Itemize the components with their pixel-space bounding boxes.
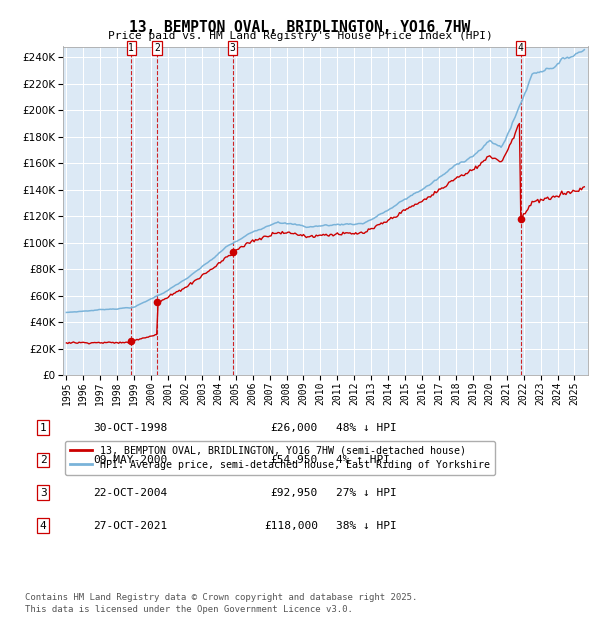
- Text: £118,000: £118,000: [264, 521, 318, 531]
- Text: 2: 2: [40, 455, 47, 465]
- Text: 2: 2: [154, 43, 160, 53]
- Text: 4: 4: [40, 521, 47, 531]
- Text: 4: 4: [518, 43, 524, 53]
- Text: £54,950: £54,950: [271, 455, 318, 465]
- Text: 4% ↑ HPI: 4% ↑ HPI: [336, 455, 390, 465]
- Legend: 13, BEMPTON OVAL, BRIDLINGTON, YO16 7HW (semi-detached house), HPI: Average pric: 13, BEMPTON OVAL, BRIDLINGTON, YO16 7HW …: [65, 441, 496, 475]
- Text: 48% ↓ HPI: 48% ↓ HPI: [336, 423, 397, 433]
- Text: 1: 1: [40, 423, 47, 433]
- Text: £92,950: £92,950: [271, 488, 318, 498]
- Text: 30-OCT-1998: 30-OCT-1998: [93, 423, 167, 433]
- Text: 22-OCT-2004: 22-OCT-2004: [93, 488, 167, 498]
- Text: 13, BEMPTON OVAL, BRIDLINGTON, YO16 7HW: 13, BEMPTON OVAL, BRIDLINGTON, YO16 7HW: [130, 20, 470, 35]
- Text: Price paid vs. HM Land Registry's House Price Index (HPI): Price paid vs. HM Land Registry's House …: [107, 31, 493, 41]
- Text: 27-OCT-2021: 27-OCT-2021: [93, 521, 167, 531]
- Text: 3: 3: [230, 43, 235, 53]
- Text: 09-MAY-2000: 09-MAY-2000: [93, 455, 167, 465]
- Text: Contains HM Land Registry data © Crown copyright and database right 2025.
This d: Contains HM Land Registry data © Crown c…: [25, 593, 418, 614]
- Text: 3: 3: [40, 488, 47, 498]
- Text: 27% ↓ HPI: 27% ↓ HPI: [336, 488, 397, 498]
- Text: 1: 1: [128, 43, 134, 53]
- Text: 38% ↓ HPI: 38% ↓ HPI: [336, 521, 397, 531]
- Text: £26,000: £26,000: [271, 423, 318, 433]
